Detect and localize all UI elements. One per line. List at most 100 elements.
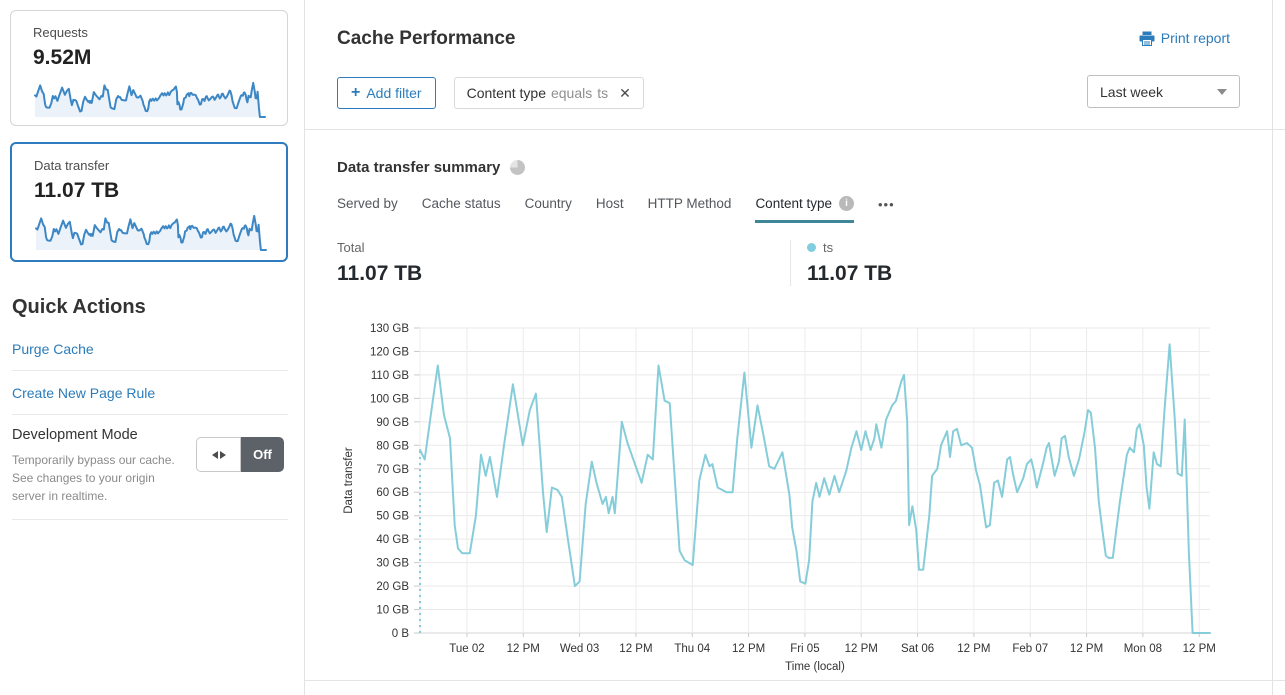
development-mode-title: Development Mode xyxy=(12,427,138,443)
x-axis-tick-label: Thu 04 xyxy=(674,643,710,655)
summary-title: Data transfer summary xyxy=(337,159,501,176)
add-filter-button[interactable]: + Add filter xyxy=(337,77,436,109)
y-axis-tick-label: 70 GB xyxy=(376,464,409,476)
y-axis-tick-label: 50 GB xyxy=(376,511,409,523)
info-icon[interactable]: i xyxy=(839,196,854,211)
time-range-select[interactable]: Last week xyxy=(1087,75,1240,108)
legend-column: ts 11.07 TB xyxy=(790,240,990,286)
chart-plot-area[interactable] xyxy=(420,328,1210,633)
data-transfer-card-label: Data transfer xyxy=(34,158,110,173)
legend-series-name: ts xyxy=(823,240,834,255)
tab-served-by[interactable]: Served by xyxy=(337,196,398,220)
sparkline-line xyxy=(35,214,267,251)
x-axis-tick-label: Tue 02 xyxy=(449,643,484,655)
y-axis-tick-label: 60 GB xyxy=(376,487,409,499)
requests-sparkline xyxy=(34,81,266,118)
y-axis-tick-label: 10 GB xyxy=(376,605,409,617)
y-axis-tick-label: 30 GB xyxy=(376,558,409,570)
data-transfer-sparkline xyxy=(35,214,267,251)
divider xyxy=(12,370,288,371)
remove-filter-icon[interactable]: ✕ xyxy=(619,84,631,101)
main-content: Cache Performance Print report + Add fil… xyxy=(305,0,1285,695)
toggle-off-label: Off xyxy=(241,437,284,472)
y-axis-tick-label: 0 B xyxy=(392,628,410,640)
y-axis-tick-label: 130 GB xyxy=(370,323,409,335)
add-filter-label: Add filter xyxy=(366,85,422,101)
print-report-link[interactable]: Print report xyxy=(1139,30,1230,46)
x-axis-tick-label: 12 PM xyxy=(619,643,652,655)
x-axis-tick-label: 12 PM xyxy=(957,643,990,655)
y-axis-tick-label: 90 GB xyxy=(376,417,409,429)
divider xyxy=(305,129,1285,130)
development-mode-toggle[interactable]: Off xyxy=(196,437,284,472)
tab-label: HTTP Method xyxy=(647,196,732,211)
x-axis-tick-label: Fri 05 xyxy=(790,643,819,655)
tabs-more-button[interactable]: ••• xyxy=(878,197,895,212)
tab-content-type[interactable]: Content type i xyxy=(755,196,854,223)
x-axis-tick-label: 12 PM xyxy=(845,643,878,655)
x-axis-tick-label: Sat 06 xyxy=(901,643,934,655)
y-axis-tick-label: 80 GB xyxy=(376,440,409,452)
purge-cache-link[interactable]: Purge Cache xyxy=(12,341,94,357)
x-axis-title: Time (local) xyxy=(785,661,845,673)
development-mode-description: Temporarily bypass our cache. See change… xyxy=(12,453,175,503)
quick-actions-title: Quick Actions xyxy=(12,296,146,318)
filter-chip-value: ts xyxy=(597,85,609,101)
tab-label: Cache status xyxy=(421,196,501,211)
total-value: 11.07 TB xyxy=(337,262,423,285)
quick-actions-section: Quick Actions Purge Cache Create New Pag… xyxy=(12,296,288,520)
data-transfer-card-value: 11.07 TB xyxy=(34,179,120,202)
sparkline-line xyxy=(34,81,266,118)
x-axis-tick-label: 12 PM xyxy=(1070,643,1103,655)
time-range-value: Last week xyxy=(1100,83,1164,100)
series-line-ts xyxy=(419,343,1211,634)
filter-chip-field: Content type xyxy=(466,85,546,101)
requests-card[interactable]: Requests 9.52M xyxy=(10,10,288,126)
y-axis-tick-label: 100 GB xyxy=(370,393,409,405)
tab-http-method[interactable]: HTTP Method xyxy=(648,196,732,220)
summary-title-row: Data transfer summary xyxy=(337,159,526,176)
x-axis-tick-label: 12 PM xyxy=(507,643,540,655)
x-axis-tick-label: Wed 03 xyxy=(560,643,599,655)
pie-chart-icon xyxy=(510,160,526,175)
tab-label: Country xyxy=(524,196,572,211)
requests-card-value: 9.52M xyxy=(33,46,92,69)
x-axis-tick-label: 12 PM xyxy=(732,643,765,655)
chevron-down-icon xyxy=(1217,88,1227,95)
divider xyxy=(12,414,288,415)
tab-country[interactable]: Country xyxy=(525,196,572,220)
x-axis-tick-label: Mon 08 xyxy=(1124,643,1162,655)
sidebar: Requests 9.52M Data transfer 11.07 TB Qu… xyxy=(0,0,305,695)
legend-series-value: 11.07 TB xyxy=(807,262,893,285)
scrollbar-track[interactable] xyxy=(1272,0,1273,695)
create-page-rule-link[interactable]: Create New Page Rule xyxy=(12,385,156,401)
divider xyxy=(12,519,288,520)
y-axis-tick-label: 40 GB xyxy=(376,534,409,546)
tab-label: Served by xyxy=(337,196,398,211)
print-report-label: Print report xyxy=(1160,30,1230,46)
tab-host[interactable]: Host xyxy=(596,196,624,220)
plus-icon: + xyxy=(351,84,361,101)
total-column: Total 11.07 TB xyxy=(337,240,790,286)
printer-icon xyxy=(1139,31,1155,46)
legend-header[interactable]: ts xyxy=(807,240,990,255)
filter-chip[interactable]: Content type equals ts ✕ xyxy=(453,77,644,109)
x-axis-tick-label: 12 PM xyxy=(1183,643,1216,655)
totals-row: Total 11.07 TB ts 11.07 TB xyxy=(337,240,990,286)
tab-label: Content type xyxy=(755,196,832,211)
tab-label: Host xyxy=(595,196,624,211)
divider xyxy=(305,680,1285,681)
y-axis-tick-label: 20 GB xyxy=(376,581,409,593)
tab-cache-status[interactable]: Cache status xyxy=(422,196,501,220)
filter-chip-operator: equals xyxy=(550,85,593,101)
summary-tabs: Served by Cache status Country Host HTTP Met… xyxy=(337,196,895,223)
filter-row: + Add filter Content type equals ts ✕ xyxy=(337,77,644,109)
x-axis-tick-label: Feb 07 xyxy=(1012,643,1048,655)
y-axis-title: Data transfer xyxy=(343,447,355,514)
data-transfer-chart: 0 B 10 GB 20 GB 30 GB 40 GB 50 GB 60 GB 70 GB 80… xyxy=(343,323,1216,673)
y-axis-tick-label: 120 GB xyxy=(370,346,409,358)
total-label: Total xyxy=(337,240,365,255)
data-transfer-card[interactable]: Data transfer 11.07 TB xyxy=(10,142,288,262)
page-title: Cache Performance xyxy=(337,28,516,49)
